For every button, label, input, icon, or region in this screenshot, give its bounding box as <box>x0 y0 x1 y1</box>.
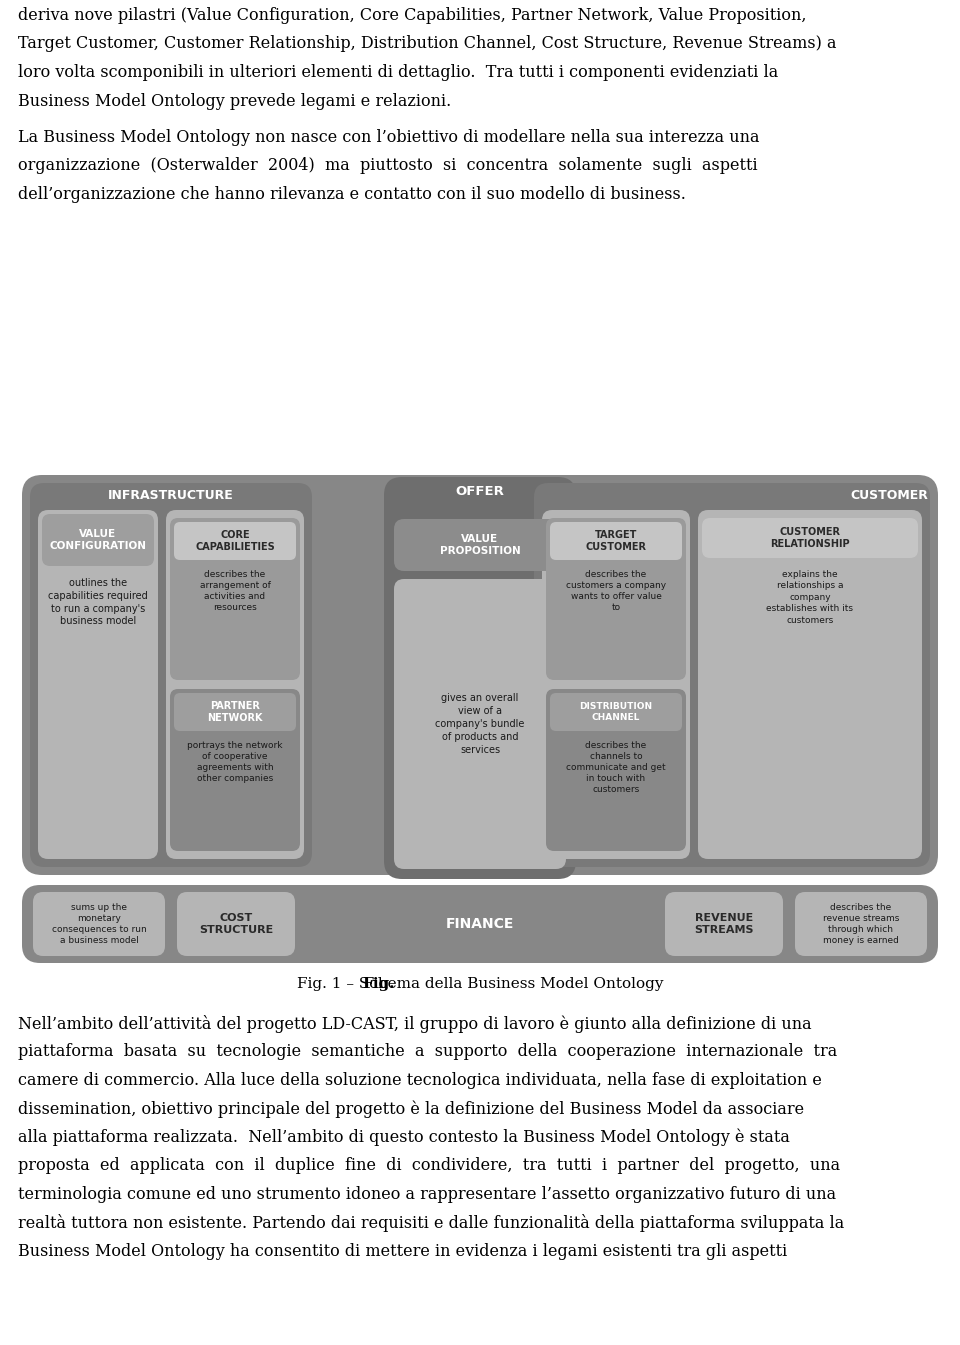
FancyBboxPatch shape <box>550 522 682 560</box>
Text: INFRASTRUCTURE: INFRASTRUCTURE <box>108 490 234 502</box>
Text: dell’organizzazione che hanno rilevanza e contatto con il suo modello di busines: dell’organizzazione che hanno rilevanza … <box>18 186 685 203</box>
Text: describes the
channels to
communicate and get
in touch with
customers: describes the channels to communicate an… <box>566 741 666 795</box>
Text: FINANCE: FINANCE <box>445 917 515 931</box>
Text: realtà tuttora non esistente. Partendo dai requisiti e dalle funzionalità della : realtà tuttora non esistente. Partendo d… <box>18 1215 844 1232</box>
Text: camere di commercio. Alla luce della soluzione tecnologica individuata, nella fa: camere di commercio. Alla luce della sol… <box>18 1072 822 1089</box>
FancyBboxPatch shape <box>665 892 783 956</box>
FancyBboxPatch shape <box>38 510 158 859</box>
Text: alla piattaforma realizzata.  Nell’ambito di questo contesto la Business Model O: alla piattaforma realizzata. Nell’ambito… <box>18 1128 790 1146</box>
Text: sums up the
monetary
consequences to run
a business model: sums up the monetary consequences to run… <box>52 902 146 946</box>
FancyBboxPatch shape <box>22 475 938 876</box>
Text: portrays the network
of cooperative
agreements with
other companies: portrays the network of cooperative agre… <box>187 741 283 783</box>
FancyBboxPatch shape <box>30 483 312 868</box>
Text: COST
STRUCTURE: COST STRUCTURE <box>199 913 274 935</box>
Text: Business Model Ontology ha consentito di mettere in evidenza i legami esistenti : Business Model Ontology ha consentito di… <box>18 1243 787 1260</box>
Text: CUSTOMER
RELATIONSHIP: CUSTOMER RELATIONSHIP <box>770 527 850 549</box>
FancyBboxPatch shape <box>174 522 296 560</box>
FancyBboxPatch shape <box>534 483 930 868</box>
Text: PARTNER
NETWORK: PARTNER NETWORK <box>207 701 263 724</box>
Text: REVENUE
STREAMS: REVENUE STREAMS <box>694 913 754 935</box>
Text: loro volta scomponibili in ulteriori elementi di dettaglio.  Tra tutti i compone: loro volta scomponibili in ulteriori ele… <box>18 65 779 81</box>
Text: dissemination, obiettivo principale del progetto è la definizione del Business M: dissemination, obiettivo principale del … <box>18 1100 804 1118</box>
Text: terminologia comune ed uno strumento idoneo a rappresentare l’assetto organizzat: terminologia comune ed uno strumento ido… <box>18 1186 836 1202</box>
Text: Fig.: Fig. <box>362 976 395 991</box>
FancyBboxPatch shape <box>166 510 304 859</box>
Text: TARGET
CUSTOMER: TARGET CUSTOMER <box>586 530 646 553</box>
Text: describes the
arrangement of
activities and
resources: describes the arrangement of activities … <box>200 570 271 612</box>
FancyBboxPatch shape <box>394 578 566 869</box>
FancyBboxPatch shape <box>795 892 927 956</box>
Text: describes the
revenue streams
through which
money is earned: describes the revenue streams through wh… <box>823 902 900 946</box>
Text: Fig. 1 – Schema della Business Model Ontology: Fig. 1 – Schema della Business Model Ont… <box>297 976 663 991</box>
Text: explains the
relationships a
company
establishes with its
customers: explains the relationships a company est… <box>766 570 853 625</box>
Text: deriva nove pilastri (Value Configuration, Core Capabilities, Partner Network, V: deriva nove pilastri (Value Configuratio… <box>18 7 806 24</box>
FancyBboxPatch shape <box>542 510 690 859</box>
Text: OFFER: OFFER <box>456 486 504 498</box>
Text: La Business Model Ontology non nasce con l’obiettivo di modellare nella sua inte: La Business Model Ontology non nasce con… <box>18 129 759 147</box>
Text: Nell’ambito dell’attività del progetto LD-CAST, il gruppo di lavoro è giunto all: Nell’ambito dell’attività del progetto L… <box>18 1015 811 1033</box>
Text: CORE
CAPABILIETIES: CORE CAPABILIETIES <box>195 530 275 553</box>
Text: Business Model Ontology prevede legami e relazioni.: Business Model Ontology prevede legami e… <box>18 93 451 109</box>
Text: VALUE
CONFIGURATION: VALUE CONFIGURATION <box>50 529 147 551</box>
FancyBboxPatch shape <box>170 518 300 681</box>
Text: VALUE
PROPOSITION: VALUE PROPOSITION <box>440 534 520 557</box>
FancyBboxPatch shape <box>702 518 918 558</box>
FancyBboxPatch shape <box>384 477 576 880</box>
Text: outlines the
capabilities required
to run a company's
business model: outlines the capabilities required to ru… <box>48 578 148 627</box>
Text: CUSTOMER: CUSTOMER <box>851 490 928 502</box>
Text: describes the
customers a company
wants to offer value
to: describes the customers a company wants … <box>566 570 666 612</box>
FancyBboxPatch shape <box>546 689 686 851</box>
FancyBboxPatch shape <box>33 892 165 956</box>
FancyBboxPatch shape <box>170 689 300 851</box>
Text: organizzazione  (Osterwalder  2004)  ma  piuttosto  si  concentra  solamente  su: organizzazione (Osterwalder 2004) ma piu… <box>18 157 757 175</box>
FancyBboxPatch shape <box>42 514 154 566</box>
Text: Target Customer, Customer Relationship, Distribution Channel, Cost Structure, Re: Target Customer, Customer Relationship, … <box>18 35 836 52</box>
Text: proposta  ed  applicata  con  il  duplice  fine  di  condividere,  tra  tutti  i: proposta ed applicata con il duplice fin… <box>18 1158 840 1174</box>
FancyBboxPatch shape <box>174 693 296 730</box>
FancyBboxPatch shape <box>177 892 295 956</box>
Text: gives an overall
view of a
company's bundle
of products and
services: gives an overall view of a company's bun… <box>435 693 525 756</box>
FancyBboxPatch shape <box>550 693 682 730</box>
FancyBboxPatch shape <box>698 510 922 859</box>
Text: piattaforma  basata  su  tecnologie  semantiche  a  supporto  della  cooperazion: piattaforma basata su tecnologie semanti… <box>18 1044 837 1060</box>
Text: DISTRIBUTION
CHANNEL: DISTRIBUTION CHANNEL <box>580 702 653 722</box>
FancyBboxPatch shape <box>546 518 686 681</box>
FancyBboxPatch shape <box>22 885 938 963</box>
FancyBboxPatch shape <box>394 519 566 572</box>
